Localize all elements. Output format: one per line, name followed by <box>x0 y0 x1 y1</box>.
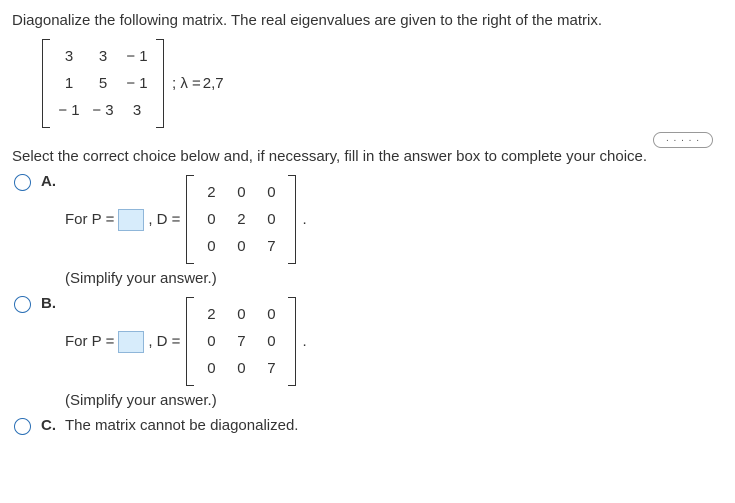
matrix-cell: 7 <box>256 233 286 260</box>
matrix-cell: 1 <box>52 70 86 97</box>
matrix-cell: 0 <box>256 179 286 206</box>
for-p-text: For P = <box>65 333 114 350</box>
d-matrix-a: 2 0 0 0 2 0 0 0 7 <box>186 175 296 264</box>
option-a: A. For P = , D = 2 0 0 0 2 0 0 0 <box>12 171 723 287</box>
matrix-cell: 2 <box>226 206 256 233</box>
matrix-cell: − 1 <box>120 70 154 97</box>
matrix-cell: − 1 <box>120 43 154 70</box>
matrix-cell: 0 <box>226 355 256 382</box>
option-c-text: The matrix cannot be diagonalized. <box>65 415 723 434</box>
eigen-prefix: ; λ = <box>172 75 201 92</box>
radio-a[interactable] <box>14 174 31 191</box>
radio-c[interactable] <box>14 418 31 435</box>
matrix-cell: 0 <box>256 328 286 355</box>
matrix-cell: 7 <box>226 328 256 355</box>
matrix-cell: − 3 <box>86 97 120 124</box>
matrix-cell: 0 <box>196 328 226 355</box>
matrix-cell: − 1 <box>52 97 86 124</box>
matrix-cell: 0 <box>196 355 226 382</box>
p-input-a[interactable] <box>118 209 144 231</box>
matrix-cell: 2 <box>196 301 226 328</box>
option-c: C. The matrix cannot be diagonalized. <box>12 415 723 435</box>
for-p-text: For P = <box>65 211 114 228</box>
matrix-cell: 7 <box>256 355 286 382</box>
d-eq-text: , D = <box>148 333 180 350</box>
matrix-cell: 0 <box>226 301 256 328</box>
option-b: B. For P = , D = 2 0 0 0 7 0 0 0 <box>12 293 723 409</box>
question-matrix: 3 3 − 1 1 5 − 1 − 1 − 3 3 <box>42 39 164 128</box>
choice-prompt: Select the correct choice below and, if … <box>12 148 723 165</box>
matrix-cell: 5 <box>86 70 120 97</box>
option-b-label: B. <box>41 293 65 312</box>
matrix-cell: 0 <box>226 179 256 206</box>
option-c-label: C. <box>41 415 65 434</box>
d-matrix-b: 2 0 0 0 7 0 0 0 7 <box>186 297 296 386</box>
option-a-label: A. <box>41 171 65 190</box>
d-eq-text: , D = <box>148 211 180 228</box>
simplify-b: (Simplify your answer.) <box>65 392 723 409</box>
p-input-b[interactable] <box>118 331 144 353</box>
matrix-cell: 3 <box>120 97 154 124</box>
period: . <box>302 333 306 350</box>
question-prompt: Diagonalize the following matrix. The re… <box>12 12 723 29</box>
matrix-cell: 0 <box>256 301 286 328</box>
matrix-cell: 3 <box>52 43 86 70</box>
matrix-cell: 3 <box>86 43 120 70</box>
simplify-a: (Simplify your answer.) <box>65 270 723 287</box>
matrix-cell: 0 <box>196 206 226 233</box>
matrix-display: 3 3 − 1 1 5 − 1 − 1 − 3 3 ; λ = 2,7 <box>36 35 723 132</box>
more-button[interactable]: . . . . . <box>653 132 713 148</box>
matrix-cell: 0 <box>196 233 226 260</box>
eigen-values: 2,7 <box>203 75 224 92</box>
matrix-cell: 2 <box>196 179 226 206</box>
matrix-cell: 0 <box>226 233 256 260</box>
radio-b[interactable] <box>14 296 31 313</box>
period: . <box>302 211 306 228</box>
matrix-cell: 0 <box>256 206 286 233</box>
